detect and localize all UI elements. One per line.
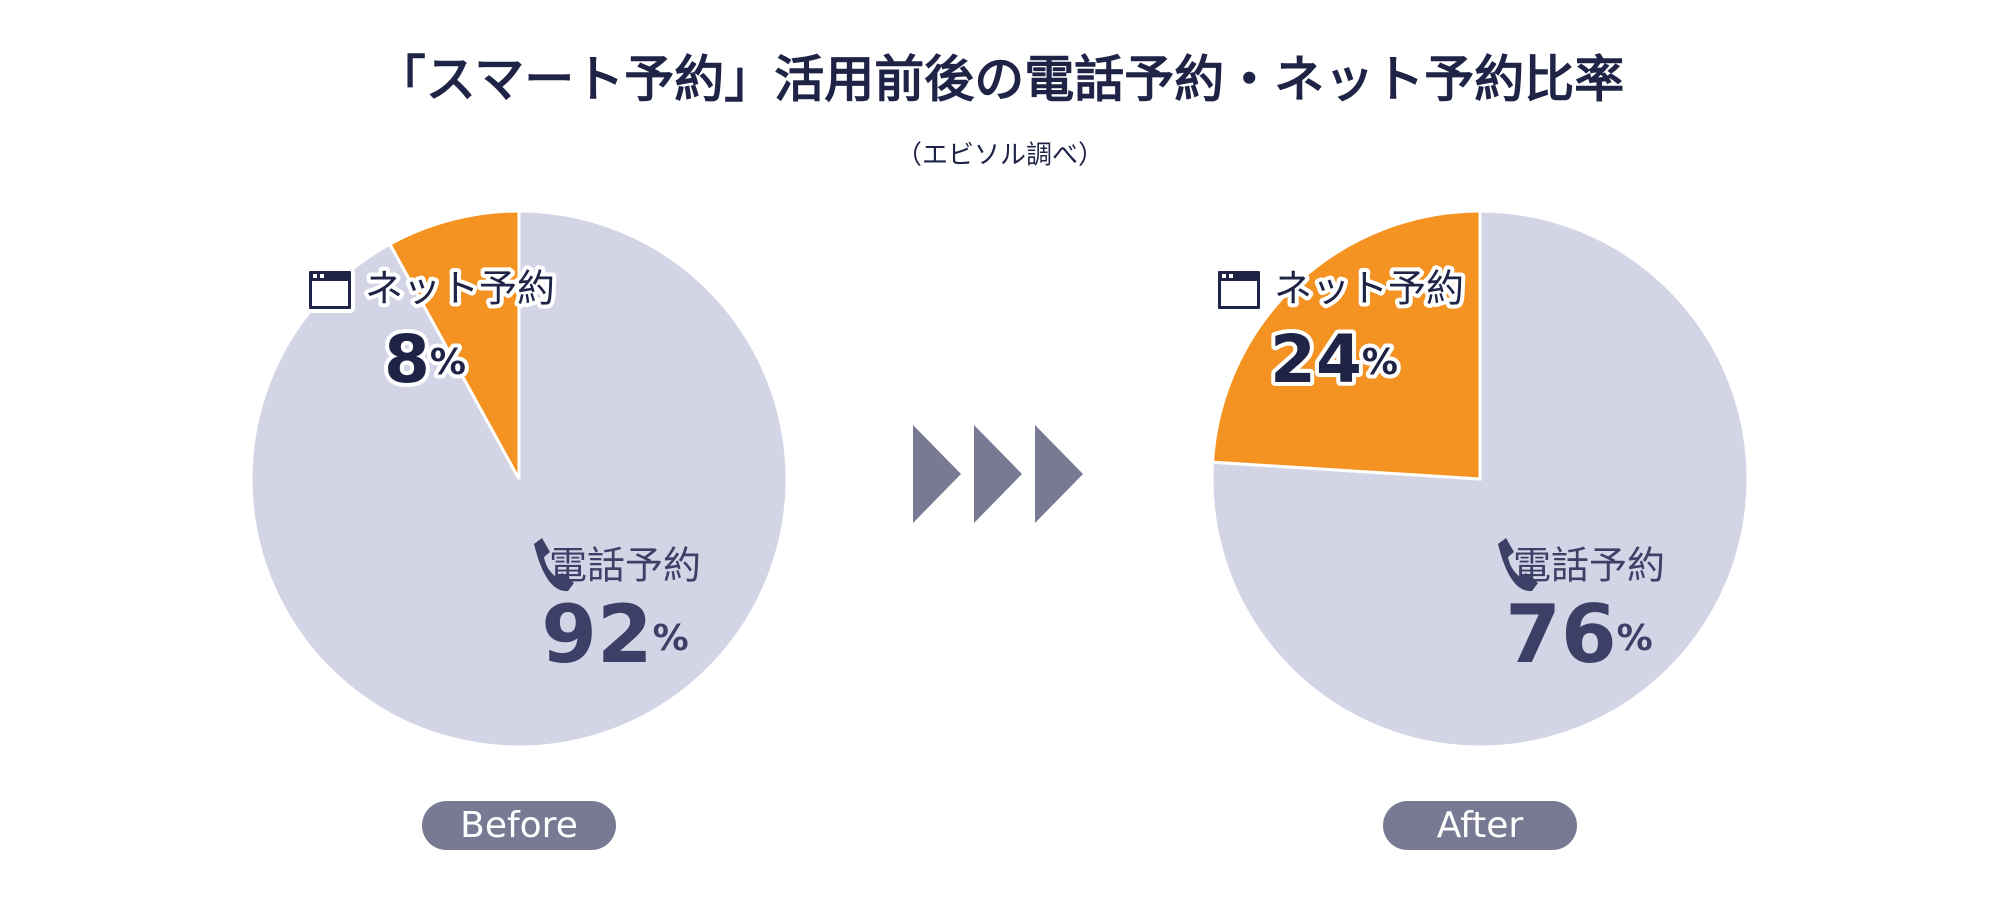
icon-dot <box>320 274 324 278</box>
value-number: 92 <box>541 588 652 681</box>
pie-slice <box>1210 209 1482 481</box>
category-label: 電話予約 <box>1513 544 1665 588</box>
value-number: 8 <box>384 321 430 398</box>
icon-body <box>1221 281 1257 306</box>
period-label: After <box>1437 805 1524 846</box>
value-unit: % <box>1617 618 1653 659</box>
arrow <box>974 425 1022 523</box>
value-unit: % <box>430 342 466 383</box>
value-label: 24% <box>1270 321 1398 398</box>
arrow <box>1035 425 1083 523</box>
icon-dot <box>1222 274 1226 278</box>
category-label: 電話予約 <box>549 544 701 588</box>
browser-icon <box>305 267 355 313</box>
phone-icon <box>1498 538 1538 592</box>
chart-title: 「スマート予約」活用前後の電話予約・ネット予約比率 <box>376 51 1625 109</box>
pie-slice <box>387 209 521 480</box>
browser-icon <box>1214 267 1264 313</box>
value-label: 92% <box>541 588 688 681</box>
value-number: 76 <box>1505 588 1616 681</box>
period-label: Before <box>460 805 578 846</box>
value-unit: % <box>653 618 689 659</box>
chart-subtitle: （エビソル調べ） <box>896 141 1104 171</box>
icon-body <box>312 281 348 306</box>
arrows <box>913 425 1083 523</box>
icon-dot <box>1229 274 1233 278</box>
category-label: ネット予約 <box>1274 267 1464 311</box>
arrow <box>913 425 961 523</box>
value-label: 76% <box>1505 588 1652 681</box>
category-label: ネット予約 <box>365 267 555 311</box>
period-pill <box>422 801 616 850</box>
icon-dot <box>313 274 317 278</box>
value-label: 8% <box>384 321 466 398</box>
period-pill <box>1383 801 1577 850</box>
value-unit: % <box>1362 342 1398 383</box>
value-number: 24 <box>1270 321 1362 398</box>
phone-icon <box>534 538 574 592</box>
